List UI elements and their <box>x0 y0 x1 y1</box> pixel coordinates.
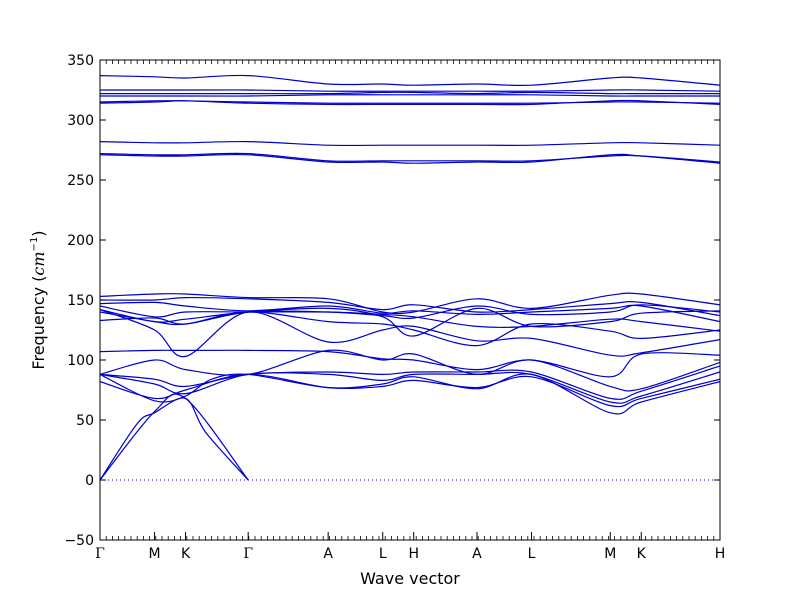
plot-frame <box>99 59 721 541</box>
x-tick-label: L <box>528 546 536 562</box>
band-line-13 <box>100 292 720 315</box>
band-line-10 <box>100 305 720 332</box>
plot-background <box>100 60 720 540</box>
x-tick-label: Γ <box>243 546 253 562</box>
x-tick-label: K <box>637 546 647 562</box>
y-axis-title: Frequency (cm−1) <box>29 230 48 369</box>
y-axis-title-exp: −1 <box>29 237 40 252</box>
y-axis-title-text: Frequency ( <box>29 276 48 370</box>
y-axis-title-unit: cm <box>29 251 48 275</box>
band-line-5 <box>100 365 720 400</box>
y-tick-label: −50 <box>64 533 94 549</box>
band-line-4 <box>100 371 720 404</box>
band-line-11 <box>100 301 720 323</box>
x-tick-label: H <box>715 546 726 562</box>
x-tick-label: A <box>472 546 482 562</box>
band-line-17 <box>100 152 720 163</box>
band-line-18 <box>100 140 720 147</box>
band-line-23 <box>100 89 720 92</box>
band-line-3 <box>100 373 720 408</box>
x-tick-label: H <box>408 546 419 562</box>
y-tick-label: 50 <box>76 413 94 429</box>
band-line-2 <box>100 373 720 415</box>
band-line-21 <box>100 94 720 97</box>
y-tick-label: 350 <box>67 53 94 69</box>
band-line-14 <box>100 304 720 325</box>
y-tick-label: 150 <box>67 293 94 309</box>
band-line-15 <box>100 307 720 337</box>
band-line-6 <box>100 349 720 392</box>
x-tick-label: L <box>379 546 387 562</box>
x-tick-label: Γ <box>95 546 105 562</box>
band-line-1 <box>100 397 249 481</box>
band-line-12 <box>100 296 720 317</box>
y-tick-label: 200 <box>67 233 94 249</box>
y-axis-title-close: ) <box>29 230 48 236</box>
x-minor-ticks <box>99 60 721 540</box>
x-tick-label: M <box>604 546 616 562</box>
band-line-20 <box>100 100 720 104</box>
y-tick-label: 100 <box>67 353 94 369</box>
y-tick-label: 250 <box>67 173 94 189</box>
y-tick-label: 300 <box>67 113 94 129</box>
x-tick-label: K <box>181 546 191 562</box>
x-axis-title: Wave vector <box>360 569 460 588</box>
y-axis: −50 0 50 100 150 200 250 300 350 <box>64 53 720 549</box>
band-line-22 <box>100 91 720 95</box>
band-line-16 <box>100 153 720 164</box>
x-tick-label: M <box>149 546 161 562</box>
band-line-7 <box>100 349 720 378</box>
x-tick-label: A <box>323 546 333 562</box>
bands-group <box>100 74 720 481</box>
band-line-24 <box>100 74 720 87</box>
y-tick-label: 0 <box>85 473 94 489</box>
